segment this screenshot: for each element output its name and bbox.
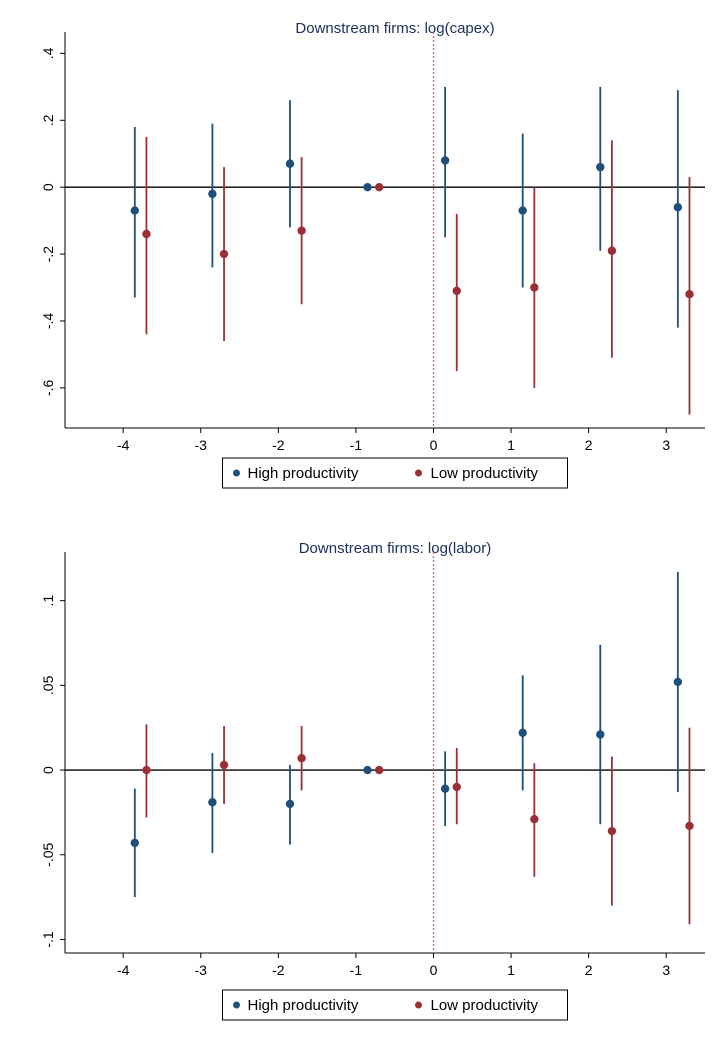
capex-chart-panel: Downstream firms: log(capex) .4 .2 0 -.2 -.4 -… — [10, 15, 710, 510]
y-tick-label: 0 — [40, 766, 56, 774]
legend-high-marker — [233, 1001, 240, 1009]
high-productivity-point — [673, 677, 683, 687]
high-productivity-point — [363, 765, 372, 775]
chart-title: Downstream firms: log(labor) — [299, 540, 492, 557]
low-productivity-point — [530, 814, 539, 824]
labor-chart-panel: Downstream firms: log(labor) .1 .05 0 -.05 -.… — [10, 535, 710, 1035]
y-tick-label: -.1 — [40, 931, 56, 948]
high-productivity-point — [673, 203, 683, 212]
y-tick-label: -.2 — [40, 246, 56, 263]
low-productivity-point — [374, 765, 384, 775]
low-productivity-point — [297, 753, 306, 763]
y-tick-label: .1 — [40, 595, 56, 607]
high-productivity-point — [518, 206, 527, 215]
x-tick-label: 2 — [585, 437, 593, 453]
low-productivity-point — [452, 782, 461, 792]
low-productivity-point — [685, 290, 694, 299]
labor-chart: Downstream firms: log(labor) .1 .05 0 -.05 -.… — [40, 540, 705, 1021]
low-productivity-point — [530, 283, 539, 292]
y-tick-label: .05 — [40, 675, 56, 695]
low-productivity-point — [219, 760, 229, 770]
x-tick-label: -3 — [195, 962, 208, 978]
legend-box — [222, 989, 568, 1021]
capex-chart: Downstream firms: log(capex) .4 .2 0 -.2 -.4 -… — [40, 20, 705, 489]
x-tick-label: 3 — [662, 437, 670, 453]
legend-high-marker — [233, 469, 240, 477]
high-productivity-point — [285, 159, 295, 168]
legend-low-marker — [415, 1001, 422, 1009]
low-productivity-point — [297, 226, 306, 235]
high-productivity-point — [596, 162, 605, 172]
high-productivity-point — [596, 730, 605, 739]
x-tick-label: 3 — [662, 962, 670, 978]
y-tick-label: .2 — [40, 114, 56, 126]
legend-low-label: Low productivity — [431, 997, 539, 1014]
y-tick-label: -.4 — [40, 313, 56, 330]
x-tick-label: 0 — [430, 437, 438, 453]
x-tick-label: -4 — [117, 437, 130, 453]
high-productivity-point — [130, 206, 140, 215]
legend-high-label: High productivity — [248, 997, 359, 1014]
x-tick-label: 1 — [507, 962, 515, 978]
low-productivity-point — [607, 246, 617, 255]
high-productivity-point — [440, 156, 450, 165]
low-productivity-point — [452, 286, 461, 296]
high-productivity-point — [518, 728, 527, 737]
low-productivity-point — [685, 821, 694, 831]
high-productivity-point — [208, 798, 217, 807]
x-tick-label: 0 — [430, 962, 438, 978]
high-productivity-point — [130, 838, 140, 848]
x-tick-label: -1 — [350, 437, 363, 453]
x-tick-label: -2 — [272, 962, 285, 978]
y-tick-label: .4 — [40, 47, 56, 59]
chart-title: Downstream firms: log(capex) — [295, 20, 494, 37]
high-productivity-point — [285, 799, 295, 809]
low-productivity-point — [142, 765, 151, 775]
x-tick-label: -3 — [195, 437, 208, 453]
high-productivity-point — [440, 784, 450, 793]
legend-low-marker — [415, 469, 422, 477]
x-tick-label: -4 — [117, 962, 130, 978]
y-tick-label: -.6 — [40, 379, 56, 396]
y-tick-label: 0 — [40, 183, 56, 191]
legend-high-label: High productivity — [248, 465, 359, 482]
low-productivity-point — [374, 182, 384, 192]
legend-low-label: Low productivity — [431, 465, 539, 482]
x-tick-label: -1 — [350, 962, 363, 978]
legend-box — [222, 457, 568, 489]
x-tick-label: 1 — [507, 437, 515, 453]
x-tick-label: -2 — [272, 437, 285, 453]
low-productivity-point — [607, 826, 617, 836]
low-productivity-point — [142, 229, 151, 239]
low-productivity-point — [219, 249, 229, 259]
high-productivity-point — [363, 182, 372, 192]
x-tick-label: 2 — [585, 962, 593, 978]
high-productivity-point — [208, 189, 217, 199]
y-tick-label: -.05 — [40, 842, 56, 866]
